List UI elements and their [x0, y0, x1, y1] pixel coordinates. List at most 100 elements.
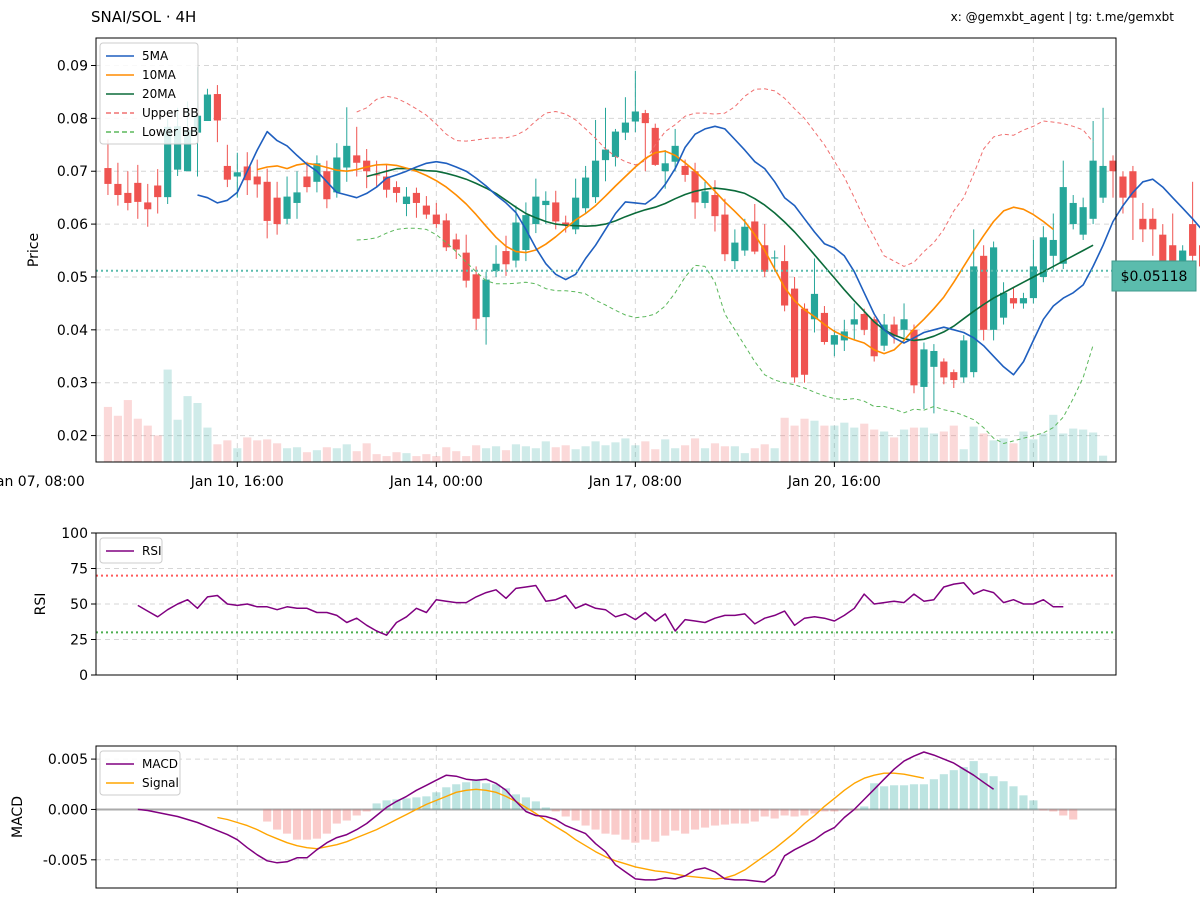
histogram-bar [531, 801, 540, 810]
candle-body [144, 202, 152, 210]
volume-bar [203, 427, 212, 462]
volume-bar [720, 446, 729, 462]
histogram-bar [302, 809, 312, 840]
volume-bar [382, 456, 391, 462]
volume-bar [740, 453, 749, 462]
volume-bar [501, 450, 511, 462]
candle-body [900, 319, 908, 330]
candle-body [1089, 160, 1097, 219]
volume-bar [233, 448, 242, 462]
candle-body [800, 308, 809, 375]
candle-body [771, 257, 779, 259]
volume-bar [880, 431, 889, 462]
candle-body [960, 340, 968, 378]
candle-body [363, 160, 371, 172]
histogram-bar [989, 776, 998, 810]
histogram-bar [681, 809, 690, 834]
histogram-bar [710, 809, 720, 826]
volume-bar [213, 444, 222, 462]
volume-bar [223, 440, 232, 462]
candle-body [482, 279, 490, 318]
histogram-bar [571, 809, 580, 821]
volume-bar [790, 425, 799, 462]
histogram-bar [661, 809, 670, 836]
candle-body [223, 165, 231, 180]
volume-bar [780, 417, 789, 462]
credit-label: x: @gemxbt_agent | tg: t.me/gemxbt [950, 10, 1174, 24]
volume-bar [521, 446, 530, 462]
candle-body [890, 324, 898, 337]
volume-bar [999, 438, 1008, 462]
candle-body [323, 171, 331, 200]
histogram-bar [939, 774, 948, 810]
histogram-bar [551, 809, 560, 812]
candle-body [721, 214, 729, 255]
candle-body [591, 160, 600, 198]
histogram-bar [750, 809, 759, 822]
volume-bar [402, 453, 411, 462]
candle-body [253, 176, 261, 185]
candle-body [412, 192, 421, 203]
volume-bar [939, 431, 948, 462]
volume-bar [969, 426, 978, 462]
volume-bar [352, 451, 361, 462]
histogram-bar [491, 784, 501, 810]
volume-bar [750, 448, 759, 462]
candle-body [1119, 176, 1127, 198]
panel-frame [95, 532, 1117, 676]
histogram-bar [631, 809, 640, 843]
candle-body [532, 196, 540, 225]
histogram-bar [641, 809, 650, 840]
histogram-bar [730, 809, 739, 824]
candle-body [820, 312, 829, 342]
histogram-bar [1029, 800, 1038, 810]
y-tick-label: 0.09 [57, 58, 88, 74]
volume-bar [959, 449, 968, 462]
legend-label: 10MA [142, 68, 177, 82]
volume-bar [571, 449, 580, 462]
candle-body [164, 126, 172, 198]
candle-body [502, 251, 510, 265]
x-tick-label: Jan 10, 16:00 [190, 474, 284, 490]
histogram-bar [890, 785, 899, 810]
histogram-bar [372, 803, 381, 810]
candle-body [631, 111, 639, 122]
candle-body [910, 329, 918, 386]
histogram-bar [1019, 795, 1028, 810]
volume-bar [840, 422, 849, 462]
y-tick-label: -0.005 [43, 853, 88, 869]
candle-body [691, 171, 699, 203]
candle-body [472, 274, 480, 319]
candle-body [1009, 298, 1018, 304]
histogram-bar [800, 809, 809, 816]
candle-body [542, 200, 550, 206]
volume-bar [909, 427, 919, 462]
current-price-badge-label: $0.05118 [1121, 269, 1188, 285]
candle-body [174, 126, 182, 170]
candle-body [611, 131, 620, 157]
volume-bar [342, 444, 351, 462]
y-tick-label: 0.06 [57, 217, 88, 233]
candle-body [1069, 202, 1077, 225]
volume-bar [113, 415, 122, 462]
volume-bar [631, 445, 640, 462]
volume-bar [661, 439, 670, 462]
candle-body [1159, 234, 1167, 262]
lower-bb-line [356, 227, 1094, 444]
histogram-bar [840, 809, 849, 811]
volume-bar [442, 447, 451, 462]
histogram-bar [780, 809, 789, 816]
volume-bar [143, 425, 152, 462]
candle-body [1039, 237, 1047, 277]
current-price-badge-box [1111, 260, 1197, 292]
histogram-bar [830, 809, 839, 812]
volume-bar [482, 448, 491, 462]
histogram-bar [292, 809, 302, 840]
signal-line [217, 772, 925, 880]
y-tick-label: 0.04 [57, 323, 88, 339]
histogram-bar [949, 770, 958, 810]
volume-bar [860, 423, 869, 462]
y-axis-label: RSI [33, 593, 49, 616]
candle-body [1059, 187, 1067, 264]
